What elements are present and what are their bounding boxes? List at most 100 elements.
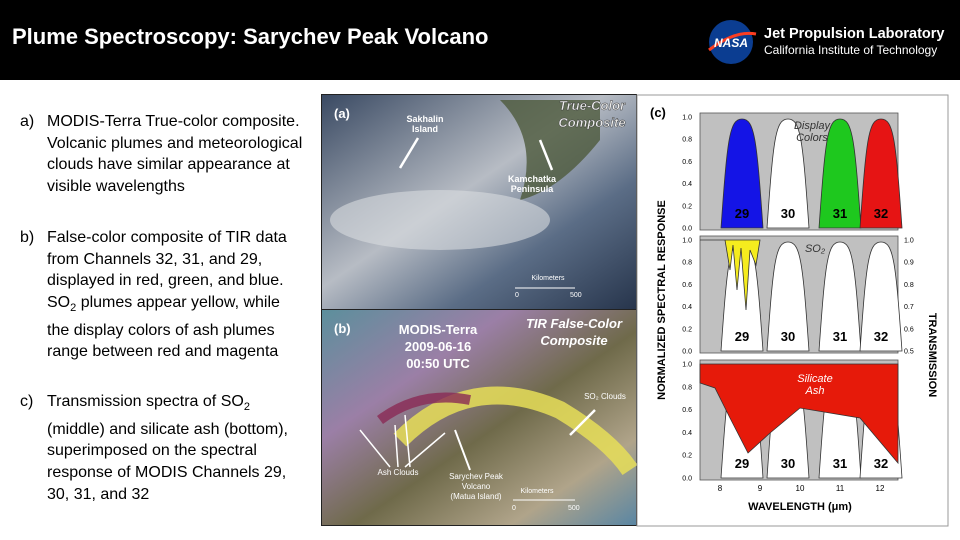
- y2-tick-label: 1.0: [904, 238, 914, 245]
- y-tick-label: 0.4: [682, 181, 692, 188]
- y2-tick-label: 0.5: [904, 349, 914, 356]
- nasa-text: NASA: [714, 36, 748, 50]
- scale-tick: 0: [512, 505, 516, 512]
- channel-response: [818, 241, 862, 352]
- annotation: SO₂: [805, 243, 826, 255]
- panel-title: Composite: [558, 115, 625, 130]
- y-tick-label: 0.0: [682, 476, 692, 483]
- channel-label: 29: [735, 206, 749, 221]
- arrow: [538, 139, 554, 171]
- panel-title: Composite: [540, 333, 607, 348]
- text: plumes appear yellow, while the display …: [47, 293, 280, 361]
- scale-tick: 0: [515, 292, 519, 299]
- scale-tick: 500: [568, 505, 580, 512]
- y-tick-label: 1.0: [682, 362, 692, 369]
- y2-tick-label: 0.8: [904, 282, 914, 289]
- x-tick-label: 12: [876, 484, 885, 493]
- x-tick-label: 9: [758, 484, 763, 493]
- caption: 00:50 UTC: [406, 356, 470, 371]
- channel-response: [766, 118, 810, 229]
- scale-tick: 500: [570, 292, 582, 299]
- channel-label: 29: [735, 329, 749, 344]
- scale-title: Kilometers: [531, 275, 565, 282]
- y-tick-label: 1.0: [682, 238, 692, 245]
- arrow: [569, 409, 596, 436]
- annotation: Ash: [805, 385, 825, 397]
- land: [500, 100, 600, 200]
- bullet-text: Transmission spectra of SO2 (middle) and…: [47, 391, 305, 505]
- y-tick-label: 0.4: [682, 430, 692, 437]
- panel-label: (b): [334, 321, 351, 336]
- y-tick-label: 0.6: [682, 159, 692, 166]
- annotation: Kamchatka: [508, 174, 557, 184]
- channel-response: [859, 241, 903, 352]
- bullet-text: MODIS-Terra True-color composite. Volcan…: [47, 111, 305, 197]
- text: False-color composite of TIR data from C…: [47, 229, 287, 311]
- channel-label: 32: [874, 329, 888, 344]
- org-sub: California Institute of Technology: [764, 43, 937, 57]
- annotation: Peninsula: [511, 184, 555, 194]
- y2-tick-label: 0.6: [904, 326, 914, 333]
- channel-label: 31: [833, 206, 847, 221]
- channel-label: 30: [781, 206, 795, 221]
- text: Transmission spectra of SO: [47, 393, 244, 410]
- annotation: Volcano: [462, 482, 491, 491]
- annotation: Colors: [796, 132, 828, 144]
- channel-label: 30: [781, 329, 795, 344]
- org-name: Jet Propulsion Laboratory: [764, 26, 944, 42]
- y-tick-label: 1.0: [682, 115, 692, 122]
- bullet-text: False-color composite of TIR data from C…: [47, 227, 305, 363]
- caption: MODIS-Terra: [399, 322, 478, 337]
- annotation: Sarychev Peak: [449, 472, 504, 481]
- x-tick-label: 8: [718, 484, 723, 493]
- bullet-marker: a): [20, 113, 35, 130]
- y-tick-label: 0.2: [682, 453, 692, 460]
- bullet: a) MODIS-Terra True-color composite. Volc…: [20, 111, 310, 197]
- y2-axis-label: TRANSMISSION: [926, 313, 938, 397]
- bullet-marker: b): [20, 229, 35, 246]
- so2-transmission: [700, 239, 761, 311]
- y-tick-label: 0.6: [682, 407, 692, 414]
- ash-plume: [377, 392, 471, 425]
- x-tick-label: 10: [796, 484, 805, 493]
- channel-label: 30: [781, 456, 795, 471]
- bullet-marker: c): [20, 393, 34, 410]
- arrow: [359, 414, 446, 468]
- panel-title: True-Color: [559, 98, 626, 113]
- caption: 2009-06-16: [405, 339, 472, 354]
- panel-label: (a): [334, 106, 350, 121]
- so2-plume: [393, 386, 638, 476]
- channel-label: 31: [833, 329, 847, 344]
- y2-tick-label: 0.7: [904, 304, 914, 311]
- nasa-swoosh: [708, 31, 757, 52]
- panel-title: TIR False-Color: [526, 316, 623, 331]
- channel-response: [818, 118, 862, 229]
- channel-response: [859, 118, 903, 229]
- channel-label: 29: [735, 456, 749, 471]
- subscript: 2: [70, 301, 77, 314]
- cloud: [330, 190, 550, 250]
- logos: NASA Jet Propulsion Laboratory Californi…: [708, 20, 944, 64]
- arrow: [454, 429, 471, 471]
- nasa-logo: [709, 20, 753, 64]
- annotation: SO₂ Clouds: [584, 392, 626, 401]
- channel-label: 32: [874, 206, 888, 221]
- y-tick-label: 0.8: [682, 384, 692, 391]
- y-tick-label: 0.8: [682, 137, 692, 144]
- y-tick-label: 0.2: [682, 326, 692, 333]
- ash-transmission: [699, 363, 899, 465]
- header-bar: Plume Spectroscopy: Sarychev Peak Volcan…: [0, 0, 960, 80]
- y-tick-label: 0.0: [682, 349, 692, 356]
- y-tick-label: 0.8: [682, 260, 692, 267]
- x-tick-label: 11: [836, 484, 845, 493]
- y-tick-label: 0.2: [682, 203, 692, 210]
- text: (middle) and silicate ash (bottom), supe…: [47, 420, 288, 503]
- arrow: [398, 137, 420, 169]
- annotation: Ash Clouds: [378, 468, 419, 477]
- channel-label: 31: [833, 456, 847, 471]
- x-axis-label: WAVELENGTH (μm): [748, 501, 852, 513]
- annotation: (Matua Island): [450, 492, 501, 501]
- annotation: Sakhalin: [406, 114, 443, 124]
- annotation: Island: [412, 124, 438, 134]
